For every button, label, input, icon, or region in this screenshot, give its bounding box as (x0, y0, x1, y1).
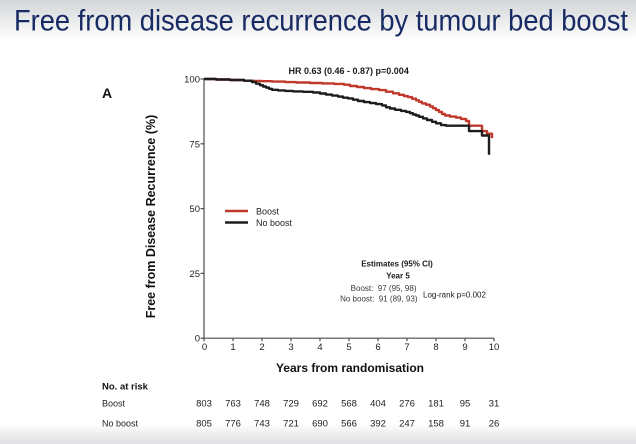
svg-text:9: 9 (462, 342, 467, 353)
svg-text:50: 50 (189, 204, 200, 215)
svg-text:91: 91 (460, 419, 471, 430)
svg-text:Boost: Boost (256, 206, 280, 216)
svg-text:404: 404 (370, 399, 386, 410)
svg-text:0: 0 (202, 342, 207, 353)
svg-text:Log-rank p=0.002: Log-rank p=0.002 (423, 291, 486, 300)
svg-text:776: 776 (225, 419, 241, 430)
svg-text:7: 7 (404, 342, 409, 353)
svg-text:568: 568 (341, 399, 357, 410)
svg-text:Free from Disease Recurrence (: Free from Disease Recurrence (%) (144, 115, 158, 319)
svg-text:No boost: 91 (89, 93): No boost: 91 (89, 93) (340, 295, 418, 304)
svg-text:2: 2 (259, 342, 264, 353)
svg-text:721: 721 (283, 419, 299, 430)
svg-text:158: 158 (428, 419, 444, 430)
svg-text:Free from disease recurrence b: Free from disease recurrence by tumour b… (14, 5, 628, 38)
svg-text:8: 8 (433, 342, 438, 353)
svg-text:392: 392 (370, 419, 386, 430)
svg-text:100: 100 (184, 75, 200, 86)
svg-text:5: 5 (346, 342, 351, 353)
svg-text:25: 25 (189, 269, 200, 280)
svg-text:247: 247 (399, 419, 415, 430)
svg-text:10: 10 (489, 342, 500, 353)
svg-text:No boost: No boost (102, 419, 139, 429)
svg-text:31: 31 (489, 399, 500, 410)
svg-text:0: 0 (195, 334, 200, 345)
svg-text:No. at risk: No. at risk (102, 382, 149, 393)
svg-text:Year 5: Year 5 (386, 272, 410, 281)
svg-text:4: 4 (317, 342, 322, 353)
svg-text:276: 276 (399, 399, 415, 410)
svg-text:763: 763 (225, 399, 241, 410)
svg-text:26: 26 (489, 419, 500, 430)
svg-text:6: 6 (375, 342, 380, 353)
svg-text:75: 75 (189, 139, 200, 150)
svg-text:743: 743 (254, 419, 270, 430)
svg-text:Boost: Boost (102, 399, 126, 409)
svg-text:3: 3 (288, 342, 293, 353)
svg-text:No boost: No boost (256, 218, 293, 228)
svg-text:692: 692 (312, 399, 328, 410)
svg-text:690: 690 (312, 419, 328, 430)
svg-text:1: 1 (230, 342, 235, 353)
svg-text:748: 748 (254, 399, 270, 410)
svg-text:Boost: 97 (95, 98): Boost: 97 (95, 98) (351, 284, 417, 293)
svg-text:805: 805 (196, 419, 212, 430)
svg-text:Estimates (95% CI): Estimates (95% CI) (361, 260, 433, 269)
svg-text:A: A (102, 85, 112, 101)
svg-text:Years from randomisation: Years from randomisation (276, 361, 424, 375)
svg-text:95: 95 (460, 399, 471, 410)
svg-text:HR 0.63 (0.46 - 0.87) p=0.004: HR 0.63 (0.46 - 0.87) p=0.004 (289, 66, 409, 76)
svg-text:803: 803 (196, 399, 212, 410)
svg-text:729: 729 (283, 399, 299, 410)
svg-text:566: 566 (341, 419, 357, 430)
svg-text:181: 181 (428, 399, 444, 410)
